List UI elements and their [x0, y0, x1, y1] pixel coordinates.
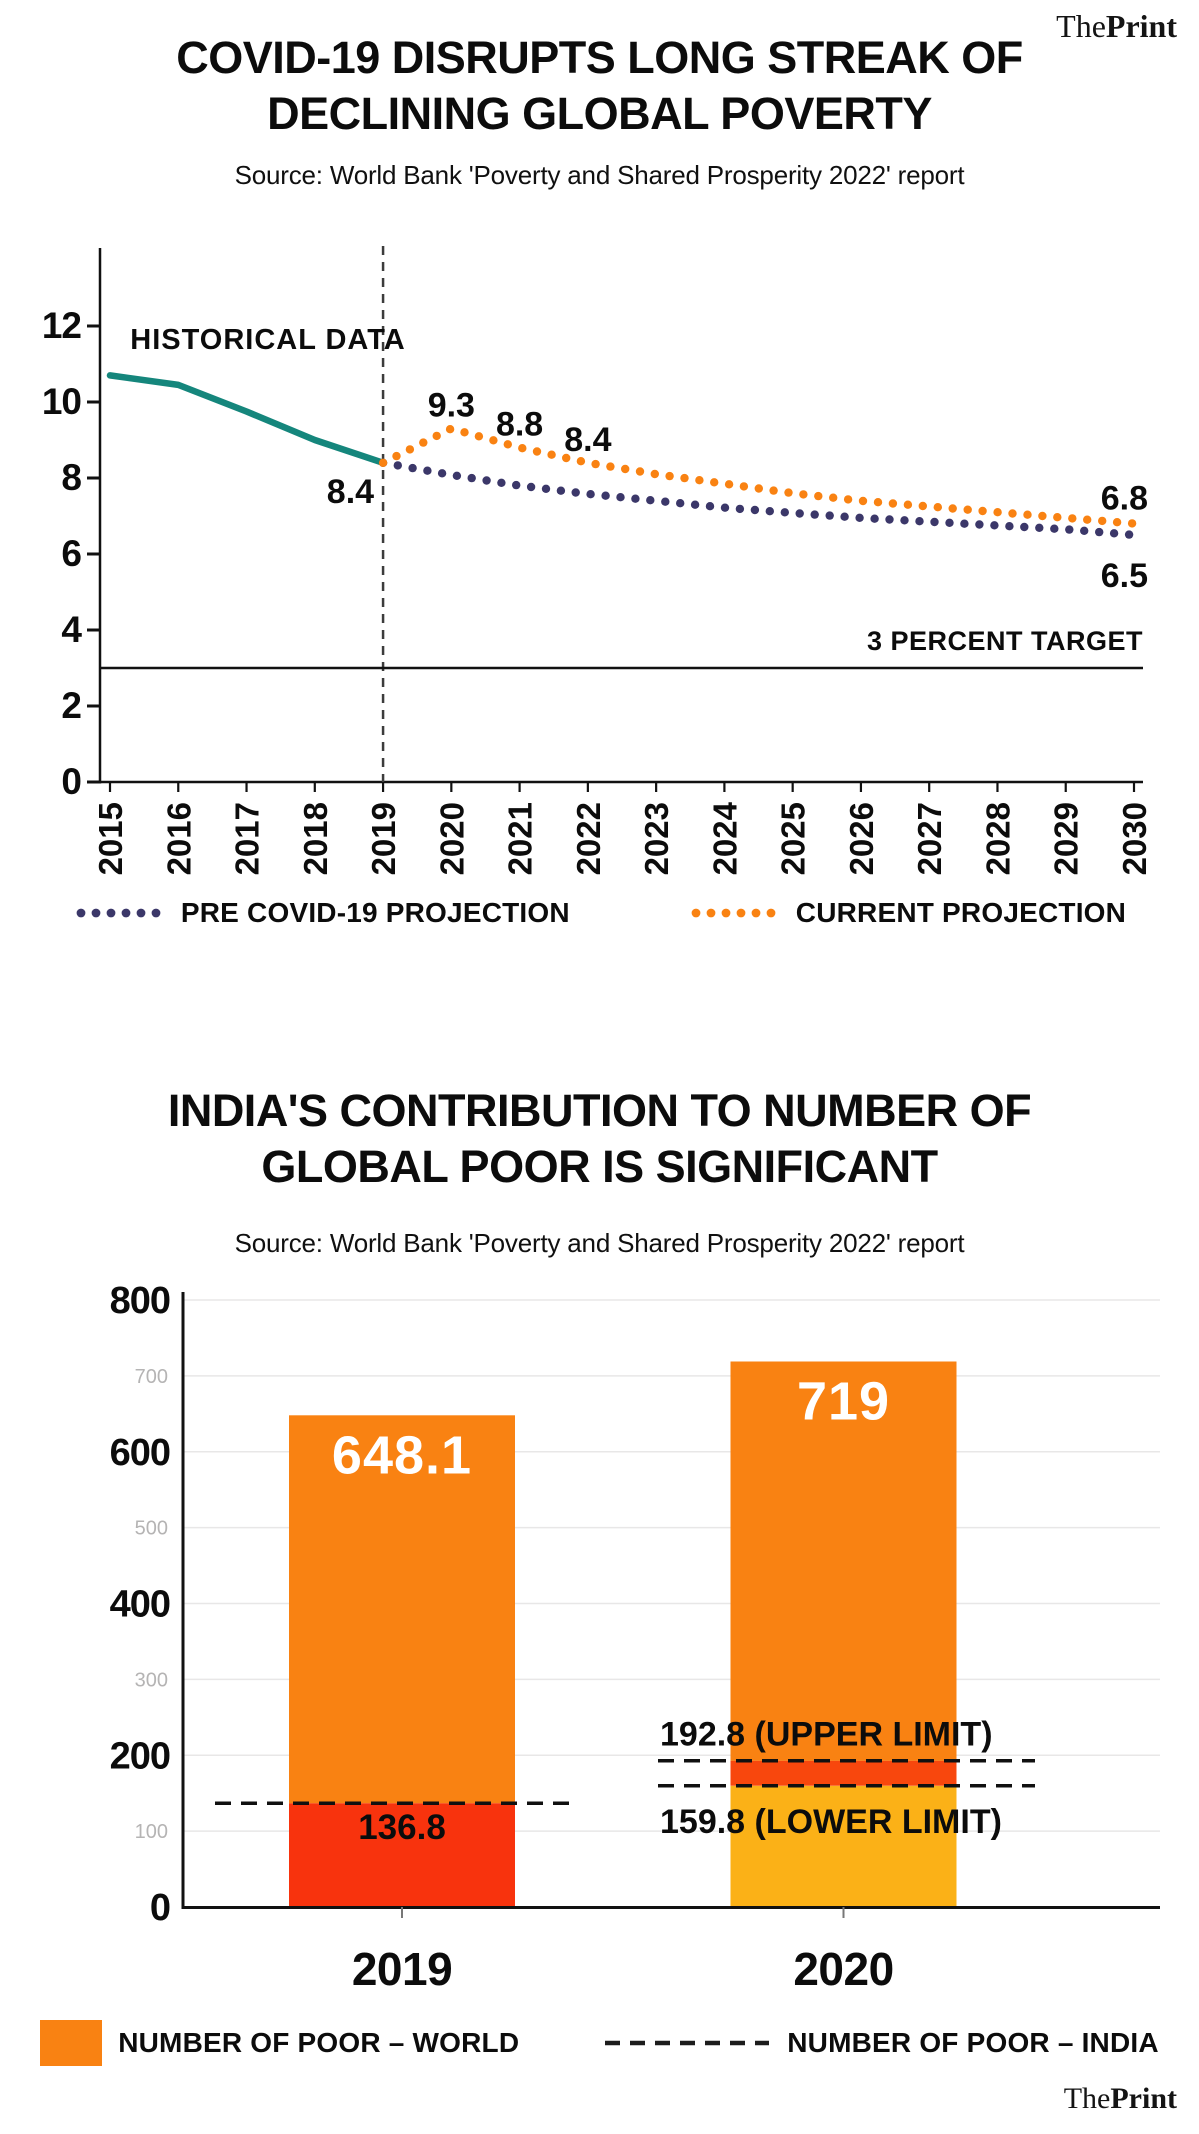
svg-text:136.8: 136.8 — [358, 1808, 446, 1847]
india-dashed-swatch-icon — [605, 2040, 770, 2046]
svg-text:2021: 2021 — [502, 802, 539, 875]
chart2-title-line2: GLOBAL POOR IS SIGNIFICANT — [261, 1140, 938, 1192]
svg-text:700: 700 — [135, 1366, 168, 1388]
svg-text:2024: 2024 — [706, 801, 743, 875]
svg-text:10: 10 — [42, 381, 82, 422]
axes — [98, 248, 1143, 784]
svg-text:159.8 (LOWER LIMIT): 159.8 (LOWER LIMIT) — [660, 1803, 1002, 1841]
svg-text:12: 12 — [42, 305, 82, 346]
svg-text:8: 8 — [61, 457, 81, 498]
historical-line — [106, 372, 387, 467]
svg-text:100: 100 — [135, 1821, 168, 1843]
chart2-source: Source: World Bank 'Poverty and Shared P… — [234, 1228, 965, 1258]
svg-text:2019: 2019 — [365, 802, 402, 875]
svg-text:2015: 2015 — [92, 802, 129, 875]
svg-text:2017: 2017 — [229, 802, 266, 875]
bar-2020 — [730, 1361, 957, 1907]
svg-text:600: 600 — [110, 1432, 170, 1474]
svg-text:6: 6 — [61, 533, 81, 574]
svg-text:2028: 2028 — [979, 802, 1016, 875]
svg-text:2026: 2026 — [843, 802, 880, 875]
svg-text:4: 4 — [61, 609, 82, 650]
chart2-title-line1: INDIA'S CONTRIBUTION TO NUMBER OF — [167, 1085, 1032, 1136]
dotted-series — [378, 458, 1134, 539]
svg-text:2: 2 — [61, 685, 81, 726]
global-poor-bar-chart: 0 200 400 600 800 100 300 500 700 648.1 719 136.8 19… — [110, 1280, 1160, 1995]
svg-text:8.4: 8.4 — [327, 473, 374, 511]
dotted-series — [378, 425, 1137, 528]
chart1-legend: PRE COVID-19 PROJECTION CURRENT PROJECTI… — [0, 897, 1199, 929]
svg-text:648.1: 648.1 — [332, 1425, 472, 1485]
theprint-logo-bottom: ThePrint — [1064, 2082, 1177, 2116]
svg-text:2025: 2025 — [775, 802, 812, 875]
svg-text:0: 0 — [61, 761, 81, 802]
chart2-title: INDIA'S CONTRIBUTION TO NUMBER OF GLOBAL… — [0, 1083, 1199, 1195]
pre-covid-dotted-swatch-icon — [76, 908, 161, 918]
svg-text:2030: 2030 — [1116, 802, 1153, 875]
legend-label-pre-covid: PRE COVID-19 PROJECTION — [180, 897, 570, 928]
chart1-title-line2: DECLINING GLOBAL POVERTY — [267, 87, 932, 139]
poverty-line-chart: 0 2 4 6 8 10 12 2015 2016 2017 2018 2019 2020 2021 202… — [42, 246, 1153, 875]
svg-text:500: 500 — [135, 1518, 168, 1540]
svg-text:6.8: 6.8 — [1101, 480, 1148, 518]
logo-the: The — [1056, 8, 1106, 44]
svg-text:2018: 2018 — [297, 802, 334, 875]
legend-item-current: CURRENT PROJECTION — [688, 897, 1126, 929]
theprint-logo-top: ThePrint — [1056, 8, 1177, 45]
legend-label-current: CURRENT PROJECTION — [795, 897, 1127, 928]
svg-text:400: 400 — [110, 1584, 170, 1626]
world-bar-swatch-icon — [40, 2020, 103, 2066]
svg-text:8.8: 8.8 — [496, 406, 543, 444]
svg-text:0: 0 — [150, 1887, 170, 1929]
legend-label-india: NUMBER OF POOR – INDIA — [787, 2027, 1159, 2058]
chart1-title-line1: COVID-19 DISRUPTS LONG STREAK OF — [176, 32, 1023, 83]
chart1-title: COVID-19 DISRUPTS LONG STREAK OF DECLINI… — [0, 30, 1199, 142]
svg-text:2023: 2023 — [638, 802, 675, 875]
svg-text:6.5: 6.5 — [1101, 557, 1148, 595]
svg-text:3 PERCENT TARGET: 3 PERCENT TARGET — [867, 626, 1143, 656]
svg-text:2016: 2016 — [160, 802, 197, 875]
svg-text:719: 719 — [797, 1371, 890, 1431]
svg-text:192.8 (UPPER LIMIT): 192.8 (UPPER LIMIT) — [660, 1716, 993, 1754]
legend-label-world: NUMBER OF POOR – WORLD — [118, 2027, 520, 2058]
svg-text:8.4: 8.4 — [564, 421, 611, 459]
legend-item-world: NUMBER OF POOR – WORLD — [40, 2020, 519, 2066]
legend-item-pre-covid: PRE COVID-19 PROJECTION — [73, 897, 570, 929]
logo-print: Print — [1110, 2082, 1177, 2115]
svg-text:HISTORICAL DATA: HISTORICAL DATA — [130, 324, 405, 356]
chart2-legend: NUMBER OF POOR – WORLD NUMBER OF POOR – … — [0, 2020, 1199, 2066]
svg-text:800: 800 — [110, 1280, 170, 1322]
svg-text:9.3: 9.3 — [428, 387, 475, 425]
svg-text:2019: 2019 — [352, 1943, 452, 1995]
svg-text:2020: 2020 — [793, 1943, 893, 1995]
svg-text:2022: 2022 — [570, 802, 607, 875]
svg-text:2027: 2027 — [911, 802, 948, 875]
logo-print: Print — [1105, 8, 1177, 44]
svg-text:2029: 2029 — [1048, 802, 1085, 875]
legend-item-india: NUMBER OF POOR – INDIA — [603, 2027, 1159, 2059]
svg-text:300: 300 — [135, 1669, 168, 1691]
bar-2019 — [289, 1415, 515, 1907]
svg-text:2020: 2020 — [433, 802, 470, 875]
current-dotted-swatch-icon — [691, 908, 776, 918]
logo-the: The — [1063, 2082, 1111, 2115]
svg-text:200: 200 — [110, 1735, 170, 1777]
chart1-source: Source: World Bank 'Poverty and Shared P… — [234, 160, 965, 190]
